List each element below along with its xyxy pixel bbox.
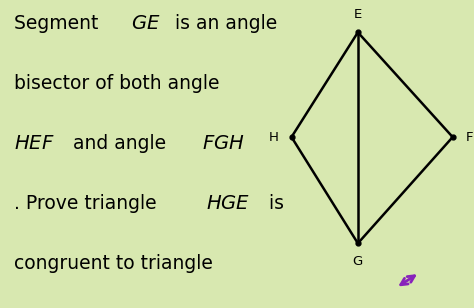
Text: $\bf{\it{FGH}}$: $\bf{\it{FGH}}$ xyxy=(202,134,245,153)
Text: E: E xyxy=(354,8,362,21)
Text: is an angle: is an angle xyxy=(169,14,277,33)
Text: $\bf{\it{GE}}$: $\bf{\it{GE}}$ xyxy=(131,14,160,33)
Text: is: is xyxy=(263,194,284,213)
Text: bisector of both angle: bisector of both angle xyxy=(14,74,220,93)
Text: F: F xyxy=(466,131,474,144)
Text: . Prove triangle: . Prove triangle xyxy=(14,194,163,213)
Text: and angle: and angle xyxy=(67,134,172,153)
Text: G: G xyxy=(353,255,363,268)
Text: Segment: Segment xyxy=(14,14,105,33)
Text: H: H xyxy=(268,131,278,144)
Text: $\bf{\it{HGE}}$: $\bf{\it{HGE}}$ xyxy=(206,194,250,213)
Text: $\bf{\it{HEF}}$: $\bf{\it{HEF}}$ xyxy=(14,134,55,153)
Text: congruent to triangle: congruent to triangle xyxy=(14,254,213,273)
